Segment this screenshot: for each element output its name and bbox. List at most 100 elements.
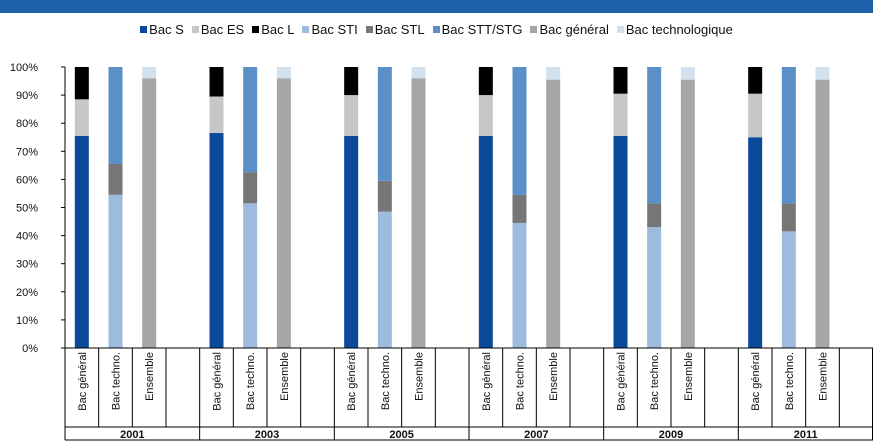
x-group-label: 2005 — [389, 429, 413, 441]
legend-item: Bac S — [140, 22, 184, 37]
x-group-label: 2011 — [794, 429, 818, 441]
bar-segment — [647, 203, 662, 228]
x-subcategory-label: Bac général — [212, 352, 224, 411]
bar-segment — [815, 67, 830, 80]
legend-swatch — [252, 25, 260, 33]
bar-segment — [142, 78, 157, 349]
x-subcategory-label: Ensemble — [414, 352, 426, 401]
bar-segment — [478, 67, 493, 96]
legend-label: Bac S — [149, 21, 184, 37]
bar-segment — [243, 67, 258, 173]
legend-label: Bac STT/STG — [441, 21, 523, 37]
bar-segment — [748, 93, 763, 138]
bar-segment — [377, 67, 392, 181]
x-subcategory-label: Bac techno. — [245, 352, 257, 410]
bar-segment — [411, 67, 426, 79]
legend-item: Bac ES — [191, 21, 245, 37]
x-subcategory-label: Bac techno. — [784, 352, 796, 410]
y-tick-label: 0% — [22, 343, 38, 355]
y-tick-label: 30% — [16, 259, 38, 271]
bar-segment — [546, 79, 561, 349]
x-subcategory-label: Bac général — [481, 352, 493, 411]
bar-segment — [411, 78, 426, 349]
x-subcategory-label: Bac techno. — [649, 352, 661, 410]
x-subcategory-label: Bac général — [77, 352, 89, 411]
legend-swatch — [365, 25, 373, 33]
legend-item: Bac STI — [302, 22, 358, 37]
bar-segment — [108, 194, 123, 348]
bar-segment — [108, 163, 123, 195]
bar-segment — [478, 95, 493, 136]
legend-swatch — [616, 25, 624, 33]
x-subcategory-label: Ensemble — [818, 352, 830, 401]
y-tick-label: 70% — [16, 146, 38, 158]
x-subcategory-label: Bac techno. — [111, 352, 123, 410]
y-tick-label: 40% — [16, 231, 38, 243]
bar-segment — [647, 67, 662, 204]
legend-label: Bac STL — [374, 21, 425, 37]
bar-segment — [781, 231, 796, 348]
bar-segment — [613, 135, 628, 348]
bar-segment — [209, 67, 224, 97]
bar-segment — [377, 211, 392, 348]
bar-segment — [74, 135, 89, 348]
bar-segment — [209, 96, 224, 134]
chart-legend: Bac S Bac ES Bac L Bac STI Bac STL Bac STT/ST… — [0, 20, 873, 38]
y-tick-label: 50% — [16, 203, 38, 215]
bar-segment — [781, 203, 796, 232]
x-subcategory-label: Ensemble — [683, 352, 695, 401]
bar-segment — [108, 67, 123, 164]
y-tick-label: 100% — [10, 62, 38, 74]
legend-swatch — [140, 25, 148, 33]
x-subcategory-label: Ensemble — [548, 352, 560, 401]
bar-segment — [344, 95, 359, 136]
bar-segment — [243, 203, 258, 348]
header-bar — [0, 0, 873, 13]
legend-label: Bac général — [539, 21, 609, 37]
y-tick-label: 60% — [16, 174, 38, 186]
legend-item: Bac STT/STG — [432, 21, 523, 37]
bar-segment — [209, 133, 224, 348]
bar-segment — [546, 67, 561, 80]
bar-segment — [748, 137, 763, 348]
legend-label: Bac ES — [200, 21, 245, 37]
x-subcategory-label: Ensemble — [144, 352, 156, 401]
bar-segment — [647, 227, 662, 348]
bar-segment — [512, 194, 527, 223]
bar-segment — [74, 99, 89, 136]
bar-segment — [613, 93, 628, 136]
bar-segment — [680, 79, 695, 349]
x-subcategory-label: Ensemble — [279, 352, 291, 401]
bar-segment — [377, 180, 392, 212]
legend-swatch — [530, 25, 538, 33]
y-tick-label: 80% — [16, 118, 38, 130]
bar-segment — [613, 67, 628, 94]
bar-segment — [748, 67, 763, 94]
bar-segment — [142, 67, 157, 79]
bar-segment — [344, 67, 359, 96]
x-subcategory-label: Bac général — [346, 352, 358, 411]
bar-segment — [680, 67, 695, 80]
legend-label: Bac L — [261, 21, 295, 37]
legend-item: Bac STL — [365, 21, 425, 37]
legend-item: Bac général — [530, 21, 609, 37]
x-subcategory-label: Bac techno. — [515, 352, 527, 410]
legend-label: Bac technologique — [625, 21, 733, 37]
x-subcategory-label: Bac général — [616, 352, 628, 411]
bar-segment — [781, 67, 796, 204]
y-tick-label: 10% — [16, 315, 38, 327]
y-tick-label: 90% — [16, 90, 38, 102]
y-tick-label: 20% — [16, 287, 38, 299]
bar-segment — [478, 135, 493, 348]
legend-swatch — [191, 25, 199, 33]
bar-segment — [512, 67, 527, 195]
bar-segment — [243, 172, 258, 204]
bar-segment — [74, 67, 89, 100]
x-subcategory-label: Bac techno. — [380, 352, 392, 410]
x-subcategory-label: Bac général — [750, 352, 762, 411]
x-group-label: 2003 — [255, 429, 279, 441]
bar-segment — [276, 67, 291, 79]
x-group-label: 2001 — [120, 429, 144, 441]
legend-item: Bac L — [252, 22, 294, 37]
